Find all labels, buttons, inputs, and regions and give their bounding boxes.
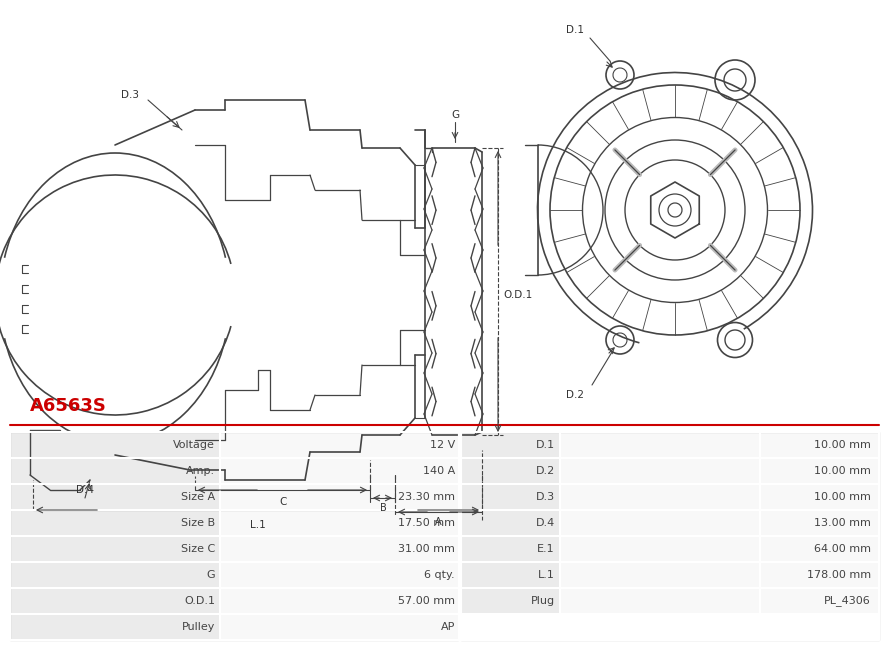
Text: D.4: D.4 xyxy=(76,485,94,495)
Text: D.3: D.3 xyxy=(121,90,139,100)
Text: O.D.1: O.D.1 xyxy=(184,596,215,606)
Text: 178.00 mm: 178.00 mm xyxy=(807,570,871,580)
Text: B: B xyxy=(380,503,387,513)
Text: AP: AP xyxy=(441,622,455,632)
Text: 6 qty.: 6 qty. xyxy=(424,570,455,580)
Bar xyxy=(10,432,879,640)
Text: Size B: Size B xyxy=(180,518,215,528)
Text: 23.30 mm: 23.30 mm xyxy=(398,492,455,502)
Text: D.3: D.3 xyxy=(536,492,555,502)
Bar xyxy=(220,588,460,614)
Text: 57.00 mm: 57.00 mm xyxy=(398,596,455,606)
Text: Size C: Size C xyxy=(180,544,215,554)
Text: D.1: D.1 xyxy=(566,25,584,35)
Bar xyxy=(10,484,220,510)
Bar xyxy=(220,432,460,458)
Text: L.1: L.1 xyxy=(538,570,555,580)
Text: Voltage: Voltage xyxy=(173,440,215,450)
Bar xyxy=(460,484,560,510)
Bar xyxy=(460,562,560,588)
Bar xyxy=(220,484,460,510)
Text: 13.00 mm: 13.00 mm xyxy=(814,518,871,528)
Text: Pulley: Pulley xyxy=(181,622,215,632)
Bar xyxy=(10,562,220,588)
Bar xyxy=(10,510,220,536)
Text: 17.50 mm: 17.50 mm xyxy=(398,518,455,528)
Bar xyxy=(560,432,879,458)
Bar xyxy=(560,562,879,588)
Bar xyxy=(560,536,879,562)
Text: Plug: Plug xyxy=(531,596,555,606)
Text: 12 V: 12 V xyxy=(429,440,455,450)
Text: D.2: D.2 xyxy=(566,390,584,400)
Text: 10.00 mm: 10.00 mm xyxy=(814,440,871,450)
Text: D.4: D.4 xyxy=(536,518,555,528)
Bar xyxy=(460,458,560,484)
Bar xyxy=(220,614,460,640)
Text: A: A xyxy=(435,517,441,527)
Text: A6563S: A6563S xyxy=(30,397,107,415)
Bar xyxy=(10,588,220,614)
Text: 31.00 mm: 31.00 mm xyxy=(398,544,455,554)
Text: C: C xyxy=(279,497,286,507)
Bar xyxy=(10,432,220,458)
Text: PL_4306: PL_4306 xyxy=(824,595,871,606)
Bar xyxy=(460,536,560,562)
Text: G: G xyxy=(206,570,215,580)
Bar xyxy=(220,562,460,588)
Text: G: G xyxy=(451,110,459,120)
Text: 140 A: 140 A xyxy=(423,466,455,476)
Text: E.1: E.1 xyxy=(537,544,555,554)
Bar xyxy=(220,458,460,484)
Bar xyxy=(220,510,460,536)
Bar xyxy=(10,458,220,484)
Bar xyxy=(560,458,879,484)
Bar xyxy=(10,614,220,640)
Bar xyxy=(460,588,560,614)
Bar xyxy=(460,432,560,458)
Text: L.1: L.1 xyxy=(250,520,266,530)
Text: 10.00 mm: 10.00 mm xyxy=(814,466,871,476)
Bar xyxy=(220,536,460,562)
Text: 64.00 mm: 64.00 mm xyxy=(814,544,871,554)
Bar xyxy=(560,588,879,614)
Text: Amp.: Amp. xyxy=(186,466,215,476)
Text: Size A: Size A xyxy=(180,492,215,502)
Bar xyxy=(560,510,879,536)
Bar xyxy=(460,510,560,536)
Text: O.D.1: O.D.1 xyxy=(503,290,533,300)
Text: 10.00 mm: 10.00 mm xyxy=(814,492,871,502)
Bar xyxy=(10,536,220,562)
Text: D.2: D.2 xyxy=(536,466,555,476)
Bar xyxy=(560,484,879,510)
Text: D.1: D.1 xyxy=(536,440,555,450)
